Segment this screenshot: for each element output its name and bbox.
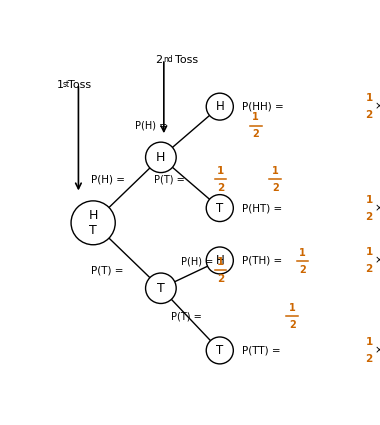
Text: H: H: [215, 254, 224, 267]
Text: 2: 2: [272, 183, 279, 193]
Text: T: T: [216, 344, 223, 357]
Text: 1: 1: [299, 248, 306, 258]
Ellipse shape: [206, 93, 233, 120]
Text: ×: ×: [375, 255, 380, 266]
Text: P(T) =: P(T) =: [171, 311, 202, 321]
Text: P(T) =: P(T) =: [154, 174, 185, 184]
Text: 2: 2: [366, 354, 373, 364]
Text: 2: 2: [217, 183, 224, 193]
Text: P(HH) =: P(HH) =: [242, 102, 287, 112]
Text: T: T: [216, 201, 223, 215]
Text: H
T: H T: [89, 209, 98, 237]
Ellipse shape: [206, 247, 233, 274]
Text: 1: 1: [366, 337, 373, 347]
Text: 2: 2: [366, 110, 373, 120]
Text: P(H) =: P(H) =: [91, 174, 125, 184]
Text: P(HT) =: P(HT) =: [242, 203, 285, 213]
Text: T: T: [157, 282, 165, 295]
Ellipse shape: [71, 201, 115, 245]
Text: 1: 1: [289, 303, 296, 312]
Text: P(T) =: P(T) =: [91, 265, 124, 275]
Ellipse shape: [206, 337, 233, 364]
Text: 1: 1: [217, 257, 224, 267]
Ellipse shape: [206, 195, 233, 221]
Text: P(H) =: P(H) =: [182, 256, 214, 266]
Text: 2: 2: [366, 212, 373, 221]
Text: ×: ×: [375, 102, 380, 112]
Text: 2: 2: [366, 264, 373, 274]
Text: 2: 2: [252, 130, 259, 139]
Text: nd: nd: [163, 55, 173, 64]
Text: P(TT) =: P(TT) =: [242, 346, 284, 355]
Text: 1: 1: [366, 247, 373, 257]
Text: 1: 1: [252, 113, 259, 122]
Text: st: st: [62, 80, 69, 89]
Text: 2: 2: [217, 274, 224, 284]
Text: 2: 2: [155, 55, 162, 65]
Text: 1: 1: [272, 166, 279, 176]
Text: ×: ×: [375, 346, 380, 355]
Text: 1: 1: [217, 166, 224, 176]
Text: 1: 1: [56, 80, 63, 91]
Text: H: H: [156, 151, 166, 164]
Text: 1: 1: [366, 195, 373, 204]
Ellipse shape: [146, 273, 176, 303]
Text: 2: 2: [299, 265, 306, 275]
Text: 2: 2: [289, 320, 296, 329]
Text: ×: ×: [375, 203, 380, 213]
Ellipse shape: [146, 142, 176, 173]
Text: P(TH) =: P(TH) =: [242, 255, 285, 266]
Text: Toss: Toss: [175, 55, 198, 65]
Text: Toss: Toss: [68, 80, 91, 91]
Text: P(H) =: P(H) =: [135, 121, 167, 131]
Text: 1: 1: [366, 93, 373, 103]
Text: H: H: [215, 100, 224, 113]
